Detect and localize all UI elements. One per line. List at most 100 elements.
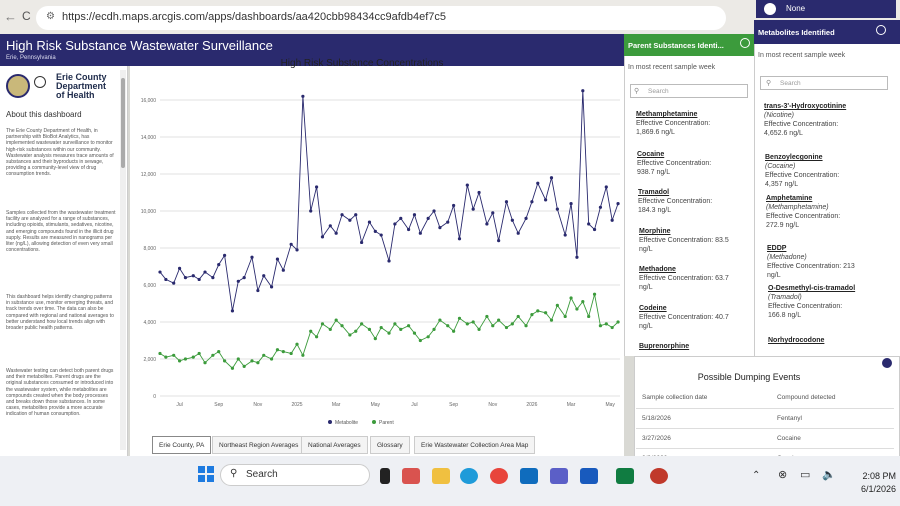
table-cell-compound: Cocaine bbox=[770, 428, 894, 449]
x-tick-label: Nov bbox=[253, 402, 262, 408]
concentration-label: Effective Concentration: bbox=[637, 160, 712, 167]
substance-name[interactable]: Tramadol bbox=[638, 189, 670, 196]
list-item[interactable]: Tramadol Effective Concentration: 184.3 ng… bbox=[638, 188, 752, 215]
data-point bbox=[309, 329, 313, 333]
metabolite-parent: (Methamphetamine) bbox=[766, 204, 829, 211]
metabolite-name[interactable]: EDDP bbox=[767, 245, 787, 252]
taskbar-search[interactable] bbox=[220, 464, 370, 486]
data-point bbox=[191, 355, 195, 359]
data-point bbox=[230, 366, 235, 370]
data-point bbox=[399, 216, 403, 220]
list-item[interactable]: Morphine Effective Concentration: 83.5 ng/… bbox=[639, 227, 753, 254]
metabolite-name[interactable]: Amphetamine bbox=[766, 195, 813, 202]
task-view-icon[interactable] bbox=[380, 468, 390, 484]
parent-substances-header bbox=[624, 34, 754, 56]
data-point bbox=[217, 263, 221, 267]
windows-start-icon[interactable] bbox=[198, 466, 214, 482]
substance-name[interactable]: Methamphetamine bbox=[636, 111, 698, 118]
tab-national-averages[interactable]: National Averages bbox=[301, 436, 368, 454]
list-item[interactable]: Norhydrocodone bbox=[768, 336, 892, 345]
data-point bbox=[354, 329, 358, 333]
data-point bbox=[328, 224, 332, 228]
app-icon[interactable] bbox=[650, 468, 668, 484]
chrome-icon[interactable] bbox=[490, 468, 508, 484]
list-item[interactable]: Methadone Effective Concentration: 63.7 ng… bbox=[639, 265, 753, 292]
outlook-icon[interactable] bbox=[520, 468, 538, 484]
data-point bbox=[610, 325, 614, 330]
data-point bbox=[406, 227, 411, 232]
substance-name[interactable]: Codeine bbox=[639, 305, 667, 312]
chevron-up-icon[interactable]: ⌃ bbox=[752, 470, 761, 481]
concentration-value: 1,869.6 ng/L bbox=[636, 129, 675, 136]
list-item[interactable]: Benzoylecgonine (Cocaine) Effective Concen… bbox=[765, 153, 889, 189]
list-item[interactable]: EDDP (Methadone) Effective Concentration: … bbox=[767, 244, 891, 280]
x-tick-label: Jul bbox=[176, 402, 182, 408]
concentration-label: Effective Concentration: bbox=[765, 172, 840, 179]
data-point bbox=[250, 359, 254, 363]
data-point bbox=[309, 209, 313, 213]
logo-text-3: of Health bbox=[56, 90, 95, 100]
y-tick-label: 4,000 bbox=[143, 320, 156, 326]
substance-name[interactable]: Methadone bbox=[639, 266, 676, 273]
network-icon[interactable]: ⊗ bbox=[778, 469, 788, 481]
about-scrollbar[interactable] bbox=[120, 70, 126, 450]
data-point bbox=[314, 335, 319, 339]
site-info-icon[interactable]: ⚙ bbox=[46, 11, 55, 22]
data-point bbox=[289, 351, 293, 356]
list-item[interactable]: Amphetamine (Methamphetamine) Effective Co… bbox=[766, 194, 890, 230]
data-point bbox=[471, 320, 475, 324]
volume-icon[interactable]: 🔈 bbox=[822, 469, 836, 481]
parent-search-input[interactable] bbox=[630, 84, 748, 98]
data-point bbox=[563, 314, 567, 319]
data-point bbox=[242, 276, 246, 280]
tab-glossary[interactable]: Glossary bbox=[370, 436, 410, 454]
x-tick-label: Mar bbox=[332, 402, 341, 408]
data-point bbox=[587, 222, 591, 226]
metabolite-name[interactable]: Norhydrocodone bbox=[768, 337, 825, 344]
teams-icon[interactable] bbox=[550, 468, 568, 484]
file-explorer-icon[interactable] bbox=[432, 468, 450, 484]
reload-button[interactable]: C bbox=[22, 9, 31, 23]
list-item[interactable]: Cocaine Effective Concentration: 938.7 ng/… bbox=[637, 150, 751, 177]
data-point bbox=[516, 231, 520, 235]
data-point bbox=[536, 181, 540, 185]
tab-northeast-region[interactable]: Northeast Region Averages bbox=[212, 436, 306, 454]
substance-name[interactable]: Cocaine bbox=[637, 151, 665, 158]
data-point bbox=[373, 337, 377, 341]
list-item[interactable]: Methamphetamine Effective Concentration: 1… bbox=[636, 110, 750, 137]
metabolites-header bbox=[754, 20, 900, 44]
health-logo-icon bbox=[34, 76, 46, 88]
substance-name[interactable]: Buprenorphine bbox=[639, 343, 690, 350]
data-point bbox=[379, 325, 383, 330]
cast-icon[interactable]: ▭ bbox=[800, 469, 811, 481]
metabolite-name[interactable]: O-Desmethyl-cis-tramadol bbox=[768, 285, 856, 292]
excel-icon[interactable] bbox=[616, 468, 634, 484]
app-icon[interactable] bbox=[402, 468, 420, 484]
info-icon[interactable] bbox=[882, 358, 892, 368]
substance-name[interactable]: Morphine bbox=[639, 228, 671, 235]
info-icon[interactable] bbox=[740, 38, 750, 48]
address-bar[interactable] bbox=[36, 6, 726, 30]
edge-icon[interactable] bbox=[460, 468, 478, 484]
tab-erie-county[interactable]: Erie County, PA bbox=[152, 436, 212, 454]
table-row[interactable]: 3/27/2026 Cocaine bbox=[636, 428, 894, 449]
data-point bbox=[412, 213, 417, 217]
data-point bbox=[598, 324, 603, 328]
clock[interactable]: 2:08 PM 6/1/2026 bbox=[836, 470, 896, 496]
back-button[interactable]: ← bbox=[4, 9, 17, 24]
metabolites-search-input[interactable] bbox=[760, 76, 888, 90]
metabolite-name[interactable]: Benzoylecgonine bbox=[765, 154, 823, 161]
concentration-value: 184.3 ng/L bbox=[638, 207, 672, 214]
metabolite-name[interactable]: trans-3'-Hydroxycotinine bbox=[764, 103, 847, 110]
tab-collection-area-map[interactable]: Erie Wastewater Collection Area Map bbox=[414, 436, 536, 454]
list-item[interactable]: Buprenorphine bbox=[639, 342, 753, 351]
list-item[interactable]: Codeine Effective Concentration: 40.7 ng/L bbox=[639, 304, 753, 331]
info-icon[interactable] bbox=[876, 25, 886, 35]
word-icon[interactable] bbox=[580, 468, 598, 484]
list-item[interactable]: O-Desmethyl-cis-tramadol (Tramadol) Effect… bbox=[768, 284, 892, 320]
list-item[interactable]: trans-3'-Hydroxycotinine (Nicotine) Effect… bbox=[764, 102, 888, 138]
about-scrollbar-thumb[interactable] bbox=[121, 78, 125, 168]
concentration-value: ng/L bbox=[639, 284, 653, 291]
data-point bbox=[203, 361, 207, 365]
table-row[interactable]: 5/18/2026 Fentanyl bbox=[636, 408, 894, 429]
